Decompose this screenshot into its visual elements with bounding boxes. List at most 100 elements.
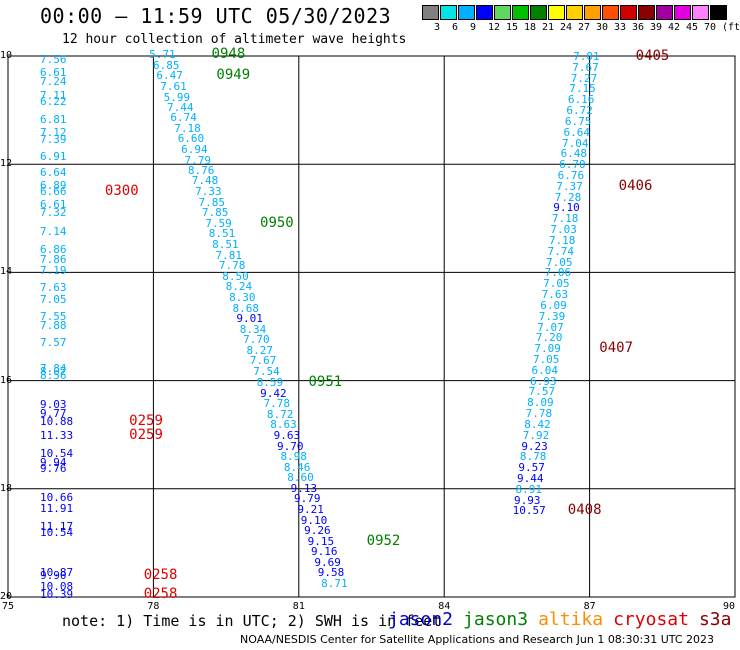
wave-height-value: 9.79	[294, 491, 321, 505]
wave-height-value: 10.39	[40, 587, 74, 601]
wave-height-value: 8.78	[519, 450, 547, 464]
wave-height-value: 6.61	[40, 197, 67, 211]
color-scale-swatch	[566, 5, 583, 20]
wave-height-value: 7.92	[522, 428, 550, 442]
wave-height-value: 6.89	[40, 179, 67, 193]
wave-height-value: 8.30	[229, 291, 256, 305]
wave-height-value: 7.33	[195, 185, 222, 199]
wave-height-value: 7.57	[528, 385, 556, 399]
color-scale-swatch	[548, 5, 565, 20]
wave-height-value: 8.50	[222, 269, 249, 283]
longitude-tick-label: 81	[292, 601, 305, 612]
pass-time-label: 0407	[599, 340, 633, 357]
wave-height-value: 7.12	[40, 126, 67, 140]
pass-time-label: 0258	[143, 567, 178, 584]
color-scale-label: 12	[488, 22, 501, 33]
wave-height-value: 7.78	[263, 396, 290, 410]
wave-height-value: 9.10	[553, 201, 580, 215]
wave-height-value: 8.56	[40, 369, 67, 383]
wave-height-value: 11.17	[40, 519, 74, 533]
wave-height-value: 8.34	[239, 322, 267, 336]
wave-height-value: 6.94	[181, 143, 208, 157]
wave-height-value: 7.74	[547, 244, 574, 258]
wave-height-value: 8.98	[280, 449, 307, 463]
wave-height-value: 9.15	[307, 534, 335, 548]
wave-height-value: 7.67	[572, 60, 599, 74]
wave-height-value: 9.70	[277, 439, 304, 453]
longitude-tick-label: 90	[723, 601, 736, 612]
wave-height-value: 9.42	[260, 386, 287, 400]
wave-height-value: 7.18	[548, 233, 576, 247]
wave-height-value: 7.06	[544, 266, 572, 280]
wave-height-value: 8.42	[524, 417, 551, 431]
wave-height-value: 6.91	[40, 150, 67, 164]
wave-height-value: 9.93	[514, 493, 541, 507]
color-scale-label: 30	[596, 22, 609, 33]
longitude-tick-label: 87	[583, 601, 596, 612]
longitude-tick-label: 78	[147, 601, 160, 612]
wave-height-value: 9.58	[317, 566, 345, 580]
color-scale-label: 70	[704, 22, 717, 33]
wave-height-value: 9.57	[518, 461, 545, 475]
pass-time-label: 0259	[129, 426, 163, 443]
wave-height-value: 7.14	[40, 225, 67, 239]
wave-height-value: 7.28	[554, 190, 582, 204]
wave-height-value: 8.27	[246, 343, 274, 357]
wave-height-value: 7.07	[537, 320, 564, 334]
latitude-tick-label: 18	[0, 482, 13, 494]
pass-time-label: 0259	[129, 412, 163, 429]
color-scale-label: 3	[434, 22, 441, 33]
wave-height-value: 7.24	[40, 74, 67, 88]
color-scale-label: 36	[632, 22, 645, 33]
wave-height-value: 7.32	[40, 205, 67, 219]
wave-height-value: 6.86	[40, 242, 67, 256]
pass-time-label: 0950	[260, 215, 294, 232]
pass-time-label: 0951	[308, 373, 343, 390]
wave-height-value: 10.87	[40, 565, 74, 579]
wave-height-value: 6.76	[557, 169, 585, 183]
wave-height-value: 7.39	[538, 309, 566, 323]
wave-height-value: 7.09	[534, 342, 561, 356]
wave-height-value: 5.71	[149, 47, 176, 61]
color-scale-label: 21	[542, 22, 555, 33]
wave-height-value: 7.57	[40, 335, 67, 349]
wave-height-value: 7.84	[40, 361, 67, 375]
color-scale-swatch	[584, 5, 601, 20]
wave-height-value: 9.63	[273, 428, 301, 442]
wave-height-value: 7.15	[569, 82, 596, 96]
color-scale-swatch	[692, 5, 709, 20]
color-scale-label: 39	[650, 22, 663, 33]
wave-height-value: 7.27	[570, 71, 598, 85]
wave-height-value: 6.85	[152, 59, 180, 73]
wave-height-value: 7.18	[551, 212, 579, 226]
footer-credit: NOAA/NESDIS Center for Satellite Applica…	[240, 633, 715, 646]
wave-height-value: 7.86	[40, 253, 67, 267]
wave-height-value: 10.08	[40, 580, 74, 594]
latitude-tick-label: 20	[0, 591, 13, 602]
color-scale-label: 24	[560, 22, 573, 33]
map-border	[7, 55, 736, 598]
wave-height-value: 6.61	[40, 65, 67, 79]
color-scale-swatch	[602, 5, 619, 20]
wave-height-value: 11.91	[40, 501, 74, 515]
wave-height-value: 9.10	[300, 513, 328, 527]
wave-height-value: 8.51	[208, 227, 236, 241]
color-scale-swatch	[476, 5, 493, 20]
wave-height-value: 5.99	[163, 90, 191, 104]
note-text: note: 1) Time is in UTC; 2) SWH is in fe…	[62, 612, 442, 630]
wave-height-value: 6.70	[559, 158, 586, 172]
wave-height-value: 6.60	[177, 132, 205, 146]
color-scale-label: 27	[578, 22, 591, 33]
wave-height-value: 9.76	[40, 462, 67, 476]
wave-height-value: 7.56	[40, 53, 67, 67]
wave-height-value: 8.51	[212, 238, 239, 252]
color-scale-swatch	[530, 5, 547, 20]
wave-height-value: 7.18	[174, 121, 201, 135]
page-title: 00:00 – 11:59 UTC 05/30/2023	[40, 4, 392, 28]
wave-height-value: 9.94	[40, 455, 67, 469]
wave-height-value: 9.44	[516, 471, 544, 485]
latitude-tick-label: 16	[0, 374, 13, 386]
color-scale-label: 42	[668, 22, 681, 33]
pass-time-label: 0949	[216, 66, 251, 83]
